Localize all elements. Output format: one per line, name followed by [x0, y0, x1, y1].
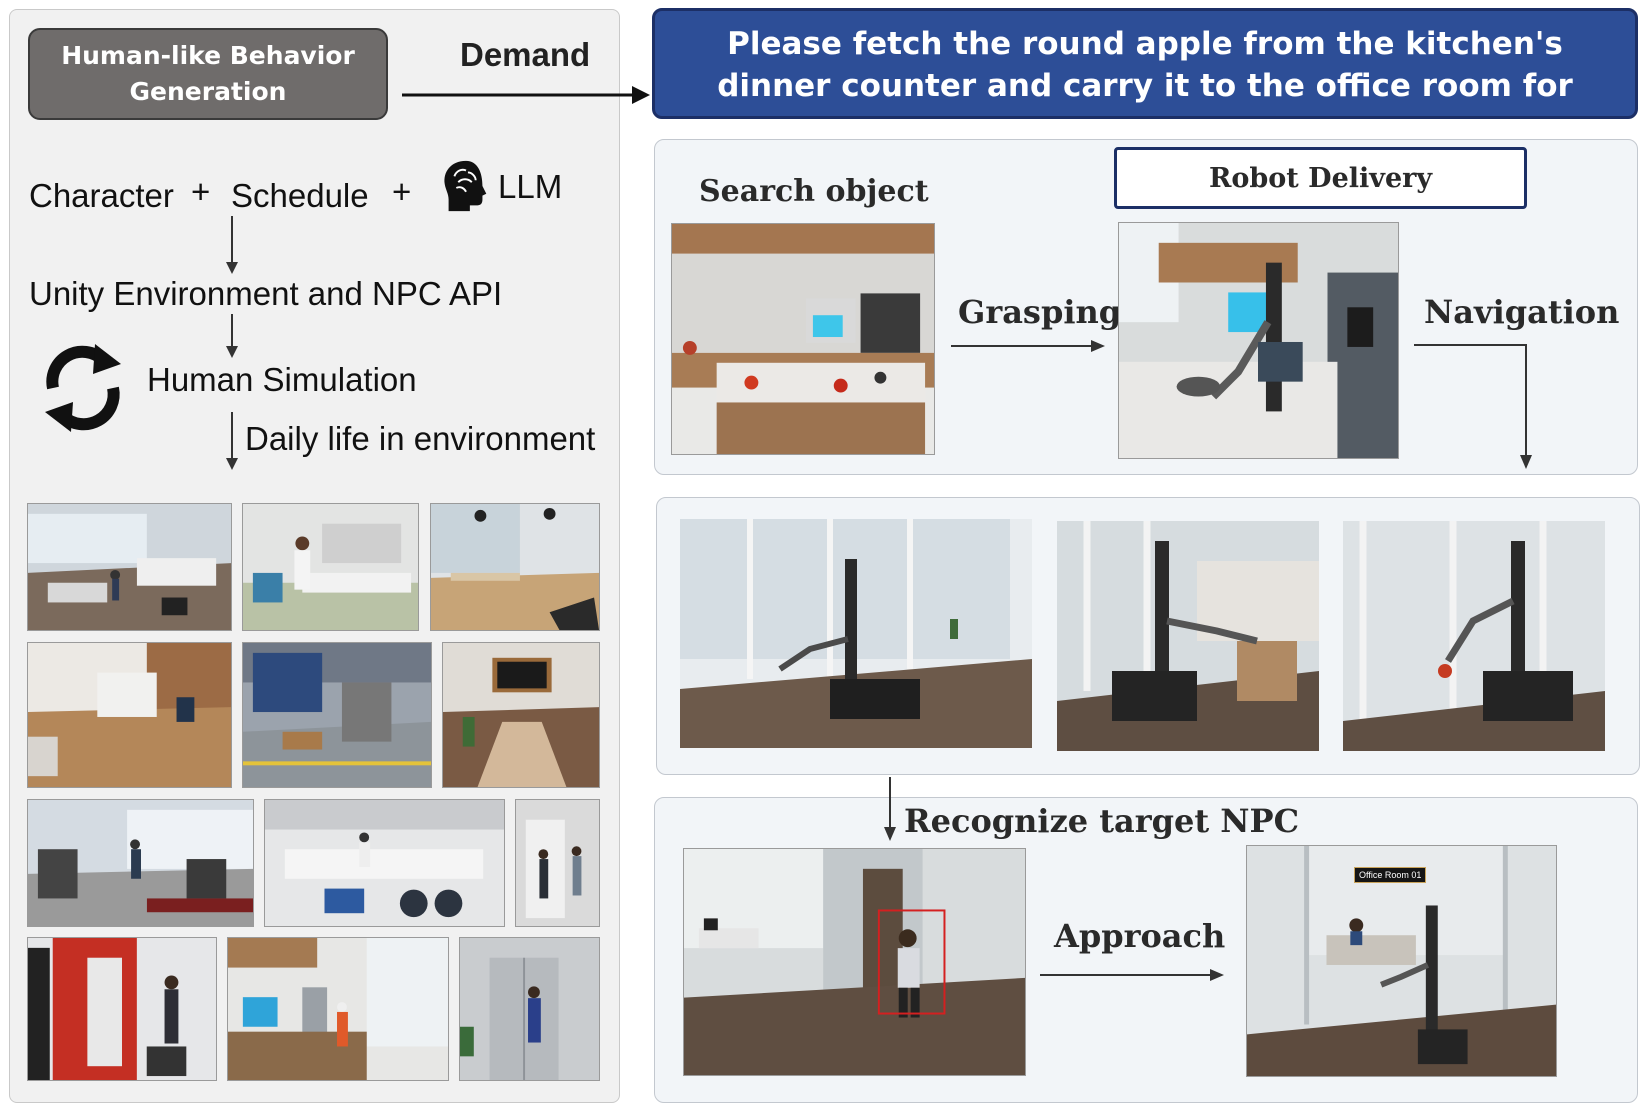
kitchen-worker-scene-image [227, 937, 449, 1081]
down-arrow [226, 314, 238, 358]
behavior-generation-label: Human-like Behavior Generation [61, 41, 355, 106]
daily-life-label: Daily life in environment [245, 420, 596, 457]
elevator-scene-image [459, 937, 600, 1081]
plus-sign: + [392, 173, 412, 210]
down-arrow [226, 216, 238, 274]
factory-scene-image [242, 642, 432, 788]
robot-carrying-image [1057, 521, 1319, 751]
grasping-label: Grasping [958, 293, 1122, 331]
corner-arrow [1414, 344, 1532, 469]
cycle-icon [45, 344, 121, 432]
recognize-npc-label: Recognize target NPC [904, 802, 1300, 840]
kitchen-counter-image [671, 223, 935, 455]
demand-arrow [402, 86, 650, 104]
lab-scene-image [242, 503, 419, 631]
human-simulation-label: Human Simulation [147, 361, 417, 398]
npc-recognition-image [683, 848, 1026, 1076]
cafe-scene-image [430, 503, 600, 631]
npc-bounding-box [877, 909, 946, 1015]
gym-scene-image [27, 799, 254, 927]
search-object-label: Search object [699, 174, 929, 209]
office-approach-image: Office Room 01 [1246, 845, 1557, 1077]
right-arrow [1040, 969, 1224, 981]
down-arrow [226, 412, 238, 470]
llm-label: LLM [498, 168, 563, 205]
robot-delivery-box: Robot Delivery [1114, 147, 1527, 209]
hallway-scene-image [515, 799, 600, 927]
robot-holding-apple-image [1343, 521, 1605, 751]
character-label: Character [29, 177, 174, 214]
navigation-label: Navigation [1424, 293, 1620, 331]
brain-head-icon [444, 160, 487, 212]
bedroom-scene-image [27, 642, 232, 788]
demand-instruction-box: Please fetch the round apple from the ki… [652, 8, 1638, 146]
down-arrow [884, 777, 896, 841]
approach-label: Approach [1054, 917, 1226, 955]
demand-instruction-text: Please fetch the round apple from the ki… [717, 26, 1573, 146]
robot-delivery-label: Robot Delivery [1208, 162, 1433, 194]
office-scene-image [27, 503, 232, 631]
robot-navigation-image [680, 519, 1032, 748]
lab-bench-scene-image [264, 799, 505, 927]
vending-machine-scene-image [27, 937, 217, 1081]
unity-api-label: Unity Environment and NPC API [29, 275, 503, 312]
plus-sign: + [191, 173, 211, 210]
schedule-label: Schedule [231, 177, 369, 214]
robot-grasping-image [1118, 222, 1399, 459]
behavior-generation-box: Human-like Behavior Generation [28, 28, 388, 120]
office-room-sign: Office Room 01 [1354, 867, 1427, 883]
right-arrow [951, 340, 1105, 352]
meeting-room-scene-image [442, 642, 600, 788]
demand-label: Demand [460, 36, 591, 73]
